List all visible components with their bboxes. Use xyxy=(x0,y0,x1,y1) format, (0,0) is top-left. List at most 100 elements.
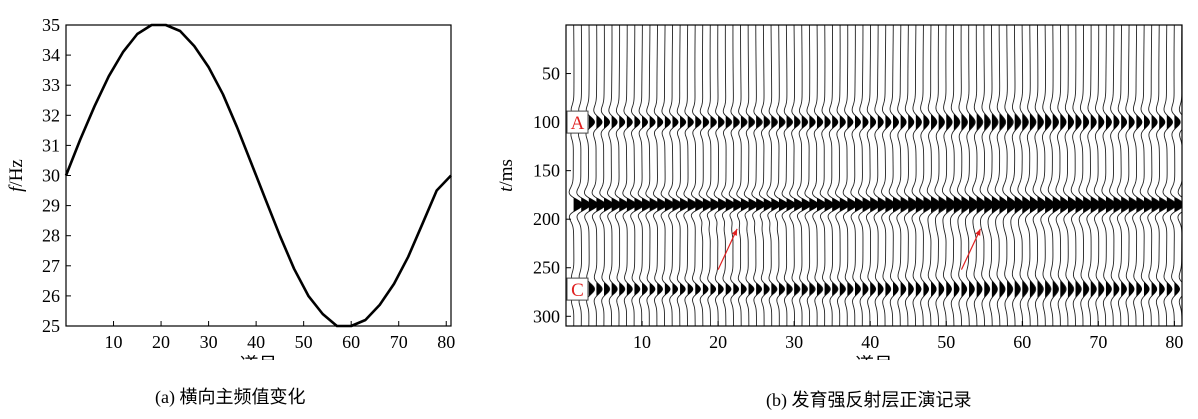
reflector-lobe xyxy=(695,180,705,229)
y-tick-label: 200 xyxy=(533,209,560,229)
y-tick-label: 27 xyxy=(42,256,60,276)
reflector-lobe xyxy=(687,180,697,229)
trace-wiggle xyxy=(1063,25,1078,326)
reflector-lobe xyxy=(642,264,648,314)
trace-wiggle xyxy=(1162,25,1177,326)
reflector-lobe xyxy=(946,264,952,314)
trace-wiggle xyxy=(804,25,819,326)
x-tick-label: 50 xyxy=(295,332,313,352)
reflector-lobe xyxy=(938,97,945,147)
x-tick-label: 10 xyxy=(105,332,123,352)
reflector-lobe xyxy=(1174,264,1180,314)
reflector-lobe xyxy=(763,264,770,314)
trace-wiggle xyxy=(873,25,888,326)
reflector-lobe xyxy=(1128,264,1135,314)
caption-a: (a) 横向主频值变化 xyxy=(155,387,306,407)
trace-wiggle xyxy=(630,25,645,326)
caption-b: (b) 发育强反射层正演记录 xyxy=(766,390,972,410)
reflector-lobe xyxy=(991,264,998,314)
trace-wiggle xyxy=(774,25,789,326)
reflector-lobe xyxy=(1159,180,1169,229)
trace-wiggle xyxy=(896,25,911,326)
trace-wiggle xyxy=(614,25,630,326)
reflector-lobe xyxy=(809,97,816,147)
x-tick-label: 80 xyxy=(437,332,455,352)
reflector-lobe xyxy=(702,264,709,314)
reflector-lobe xyxy=(969,97,975,147)
reflector-lobe xyxy=(801,180,811,229)
reflector-lobe xyxy=(847,180,857,229)
reflector-label-box xyxy=(566,110,589,134)
reflector-lobe xyxy=(695,97,702,147)
reflector-lobe xyxy=(680,180,690,229)
trace-wiggle xyxy=(903,25,919,326)
reflector-lobe xyxy=(893,180,903,229)
trace-wiggle xyxy=(591,25,607,326)
reflector-lobe xyxy=(969,264,975,314)
reflector-lobe xyxy=(1014,97,1021,147)
reflector-lobe xyxy=(748,180,758,229)
trace-wiggle xyxy=(1132,25,1147,326)
reflector-lobe xyxy=(908,180,918,229)
reflector-lobe xyxy=(870,97,877,147)
y-tick-label: 33 xyxy=(42,75,60,95)
reflector-lobe xyxy=(1121,180,1131,229)
reflector-lobe xyxy=(763,180,773,229)
reflector-lobe xyxy=(794,180,804,229)
reflector-lobe xyxy=(1128,97,1135,147)
reflector-lobe xyxy=(1128,180,1139,229)
trace-wiggle xyxy=(751,25,766,326)
reflector-lobe xyxy=(1166,180,1177,229)
arrow-head xyxy=(731,228,738,236)
trace-wiggle xyxy=(987,25,1002,326)
trace-wiggle xyxy=(781,25,796,326)
y-tick-label: 150 xyxy=(533,161,560,181)
trace-wiggle xyxy=(949,25,964,326)
trace-wiggle xyxy=(675,25,691,326)
reflector-lobe xyxy=(581,180,591,229)
trace-wiggle xyxy=(1169,25,1182,326)
reflector-lobe xyxy=(1143,97,1150,147)
trace-wiggle xyxy=(1055,25,1070,326)
reflector-lobe xyxy=(931,97,937,147)
reflector-lobe xyxy=(923,97,930,147)
reflector-lobe xyxy=(984,264,990,314)
reflector-lobe xyxy=(999,264,1005,314)
trace-wiggle xyxy=(865,25,881,326)
reflector-lobe xyxy=(1075,264,1082,314)
y-tick-label: 35 xyxy=(42,15,60,35)
reflector-lobe xyxy=(718,180,728,229)
reflector-lobe xyxy=(1098,97,1105,147)
reflector-lobe xyxy=(778,180,789,229)
reflector-lobe xyxy=(1174,97,1181,147)
reflector-label-c: C xyxy=(571,280,584,301)
x-tick-label: 20 xyxy=(152,332,170,352)
chart-forward-seismic-record: 10 20 30 40 50 60 70 80 50 100 150 200 250 300 道号 t/ms A… xyxy=(496,24,1183,360)
trace-wiggle xyxy=(1040,25,1055,326)
x-tick-label: 50 xyxy=(937,332,955,352)
trace-wiggle xyxy=(1154,25,1170,326)
reflector-lobe xyxy=(862,180,872,229)
reflector-lobe xyxy=(695,264,701,314)
reflector-lobe xyxy=(733,97,740,147)
plot-frame xyxy=(65,24,452,327)
reflector-lobe xyxy=(877,180,888,229)
y-tick-label: 100 xyxy=(533,112,560,132)
reflector-lobe xyxy=(915,97,922,147)
reflector-lobe xyxy=(740,180,751,229)
y-tick-label: 50 xyxy=(542,64,560,84)
x-tick-label: 10 xyxy=(633,332,651,352)
reflector-lobe xyxy=(756,180,766,229)
reflector-lobe xyxy=(824,97,831,147)
reflector-lobe xyxy=(604,180,614,229)
trace-wiggle xyxy=(881,25,896,326)
reflector-lobe xyxy=(885,264,891,314)
reflector-lobe xyxy=(619,180,629,229)
reflector-lobe xyxy=(1022,264,1028,314)
reflector-label-a: A xyxy=(571,113,585,134)
reflector-lobe xyxy=(1113,264,1120,314)
reflector-lobe xyxy=(946,97,953,147)
reflector-lobe xyxy=(1105,180,1116,229)
reflector-lobe xyxy=(953,97,960,147)
reflector-lobe xyxy=(1007,264,1013,314)
